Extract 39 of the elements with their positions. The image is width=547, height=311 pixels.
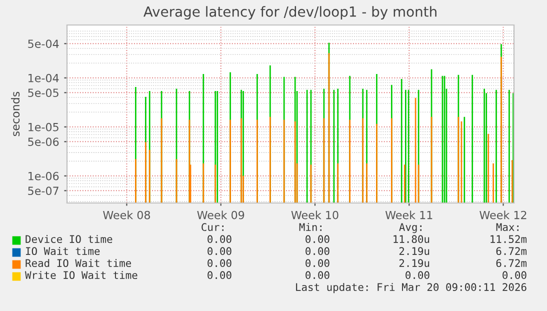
legend-label: Write IO Wait time (25, 270, 138, 280)
text: 0.00 (208, 271, 232, 280)
text: 0.00 (502, 271, 526, 280)
y-tick-label: 1e-06 (28, 172, 59, 180)
y-tick-label: 5e-05 (28, 88, 58, 98)
x-tick-label: Week 12 (480, 210, 526, 220)
text: 2.19u (399, 247, 430, 256)
text: 0.00 (406, 271, 430, 280)
x-tick-label: Week 11 (385, 210, 432, 220)
text: 0.00 (208, 235, 232, 244)
y-tick-label: 5e-06 (28, 138, 59, 146)
text: 6.72m (496, 259, 527, 268)
text: 0.00 (208, 247, 232, 256)
y-axis-title: seconds (11, 92, 20, 136)
y-tick-label: 1e-04 (28, 74, 59, 82)
y-tick-label: 1e-05 (28, 122, 58, 132)
text: Min: (299, 222, 322, 231)
x-tick-label: Week 08 (103, 210, 150, 220)
text: 0.00 (306, 259, 330, 268)
text: Last update: Fri Mar 20 09:00:11 2026 (296, 282, 526, 294)
text: 0.00 (306, 235, 330, 244)
legend-label: Device IO time (26, 234, 112, 244)
text: 0.00 (306, 271, 330, 280)
legend-label: Read IO Wait time (26, 258, 131, 268)
text: 2.19u (399, 259, 430, 268)
text: Max: (496, 223, 518, 232)
x-tick-label: Week 10 (291, 210, 338, 220)
text: Avg: (399, 223, 422, 234)
text: 6.72m (496, 247, 527, 256)
text: 0.00 (306, 247, 330, 256)
chart-title: Average latency for /dev/loop1 - by month (144, 6, 436, 20)
legend-label: IO Wait time (26, 246, 100, 256)
text: 11.80u (394, 235, 430, 244)
text: Cur: (202, 223, 224, 232)
x-tick-label: Week 09 (197, 210, 244, 220)
text: 11.52m (490, 235, 527, 244)
text: 0.00 (208, 259, 232, 268)
y-tick-label: 5e-07 (28, 186, 58, 196)
y-tick-label: 5e-04 (28, 40, 59, 48)
